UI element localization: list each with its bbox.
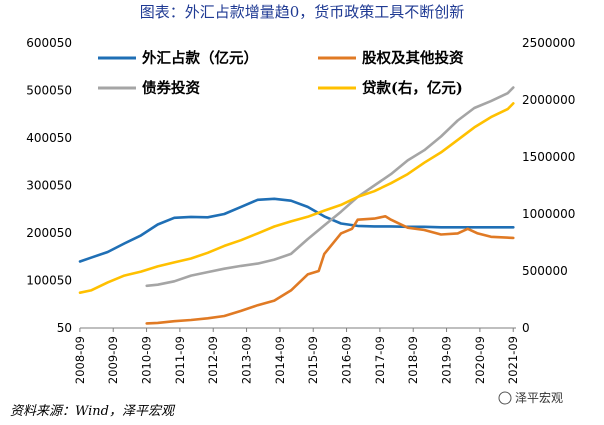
x-tick-label: 2020-09 [473, 336, 487, 384]
y-left-tick-label: 200050 [26, 226, 72, 240]
series-line [78, 197, 515, 263]
y-left-tick-label: 300050 [26, 179, 72, 193]
x-tick-label: 2012-09 [206, 336, 220, 384]
watermark-text: 泽平宏观 [515, 390, 563, 405]
x-tick-label: 2014-09 [273, 336, 287, 384]
watermark: 泽平宏观 [498, 390, 563, 405]
y-right-tick-label: 2500000 [522, 36, 575, 50]
series-group [78, 86, 515, 325]
legend-label: 债券投资 [142, 79, 200, 97]
axes: 50 100050 200050 300050 400050 500050 600050 0 5… [26, 36, 575, 384]
chart-title: 图表：外汇占款增量趋0，货币政策工具不断创新 [140, 3, 465, 21]
series-line [145, 215, 515, 325]
legend-label: 贷款(右，亿元) [362, 79, 463, 97]
y-right-tick-label: 0 [522, 321, 530, 335]
x-tick-label: 2019-09 [440, 336, 454, 384]
series-line [78, 102, 515, 294]
x-tick-label: 2016-09 [340, 336, 354, 384]
source-note: 资料来源：Wind，泽平宏观 [10, 403, 176, 419]
y-right-tick-label: 2000000 [522, 93, 575, 107]
wechat-icon [498, 391, 512, 405]
x-tick-label: 2010-09 [140, 336, 154, 384]
y-left-tick-label: 500050 [26, 84, 72, 98]
x-tick-label: 2009-09 [106, 336, 120, 384]
y-right-tick-label: 1000000 [522, 207, 575, 221]
y-left-tick-label: 100050 [26, 274, 72, 288]
series-line [145, 86, 515, 288]
y-right-tick-label: 1500000 [522, 150, 575, 164]
y-left-tick-label: 600050 [26, 36, 72, 50]
x-tick-label: 2013-09 [240, 336, 254, 384]
legend-label: 股权及其他投资 [362, 49, 464, 67]
x-tick-label: 2015-09 [306, 336, 320, 384]
x-tick-label: 2018-09 [406, 336, 420, 384]
x-tick-label: 2021-09 [506, 336, 520, 384]
legend-label: 外汇占款（亿元） [142, 49, 258, 67]
y-left-tick-label: 50 [57, 321, 72, 335]
y-left-tick-label: 400050 [26, 131, 72, 145]
y-right-tick-label: 500000 [522, 264, 568, 278]
x-tick-label: 2011-09 [173, 336, 187, 384]
x-tick-label: 2008-09 [73, 336, 87, 384]
x-tick-label: 2017-09 [373, 336, 387, 384]
